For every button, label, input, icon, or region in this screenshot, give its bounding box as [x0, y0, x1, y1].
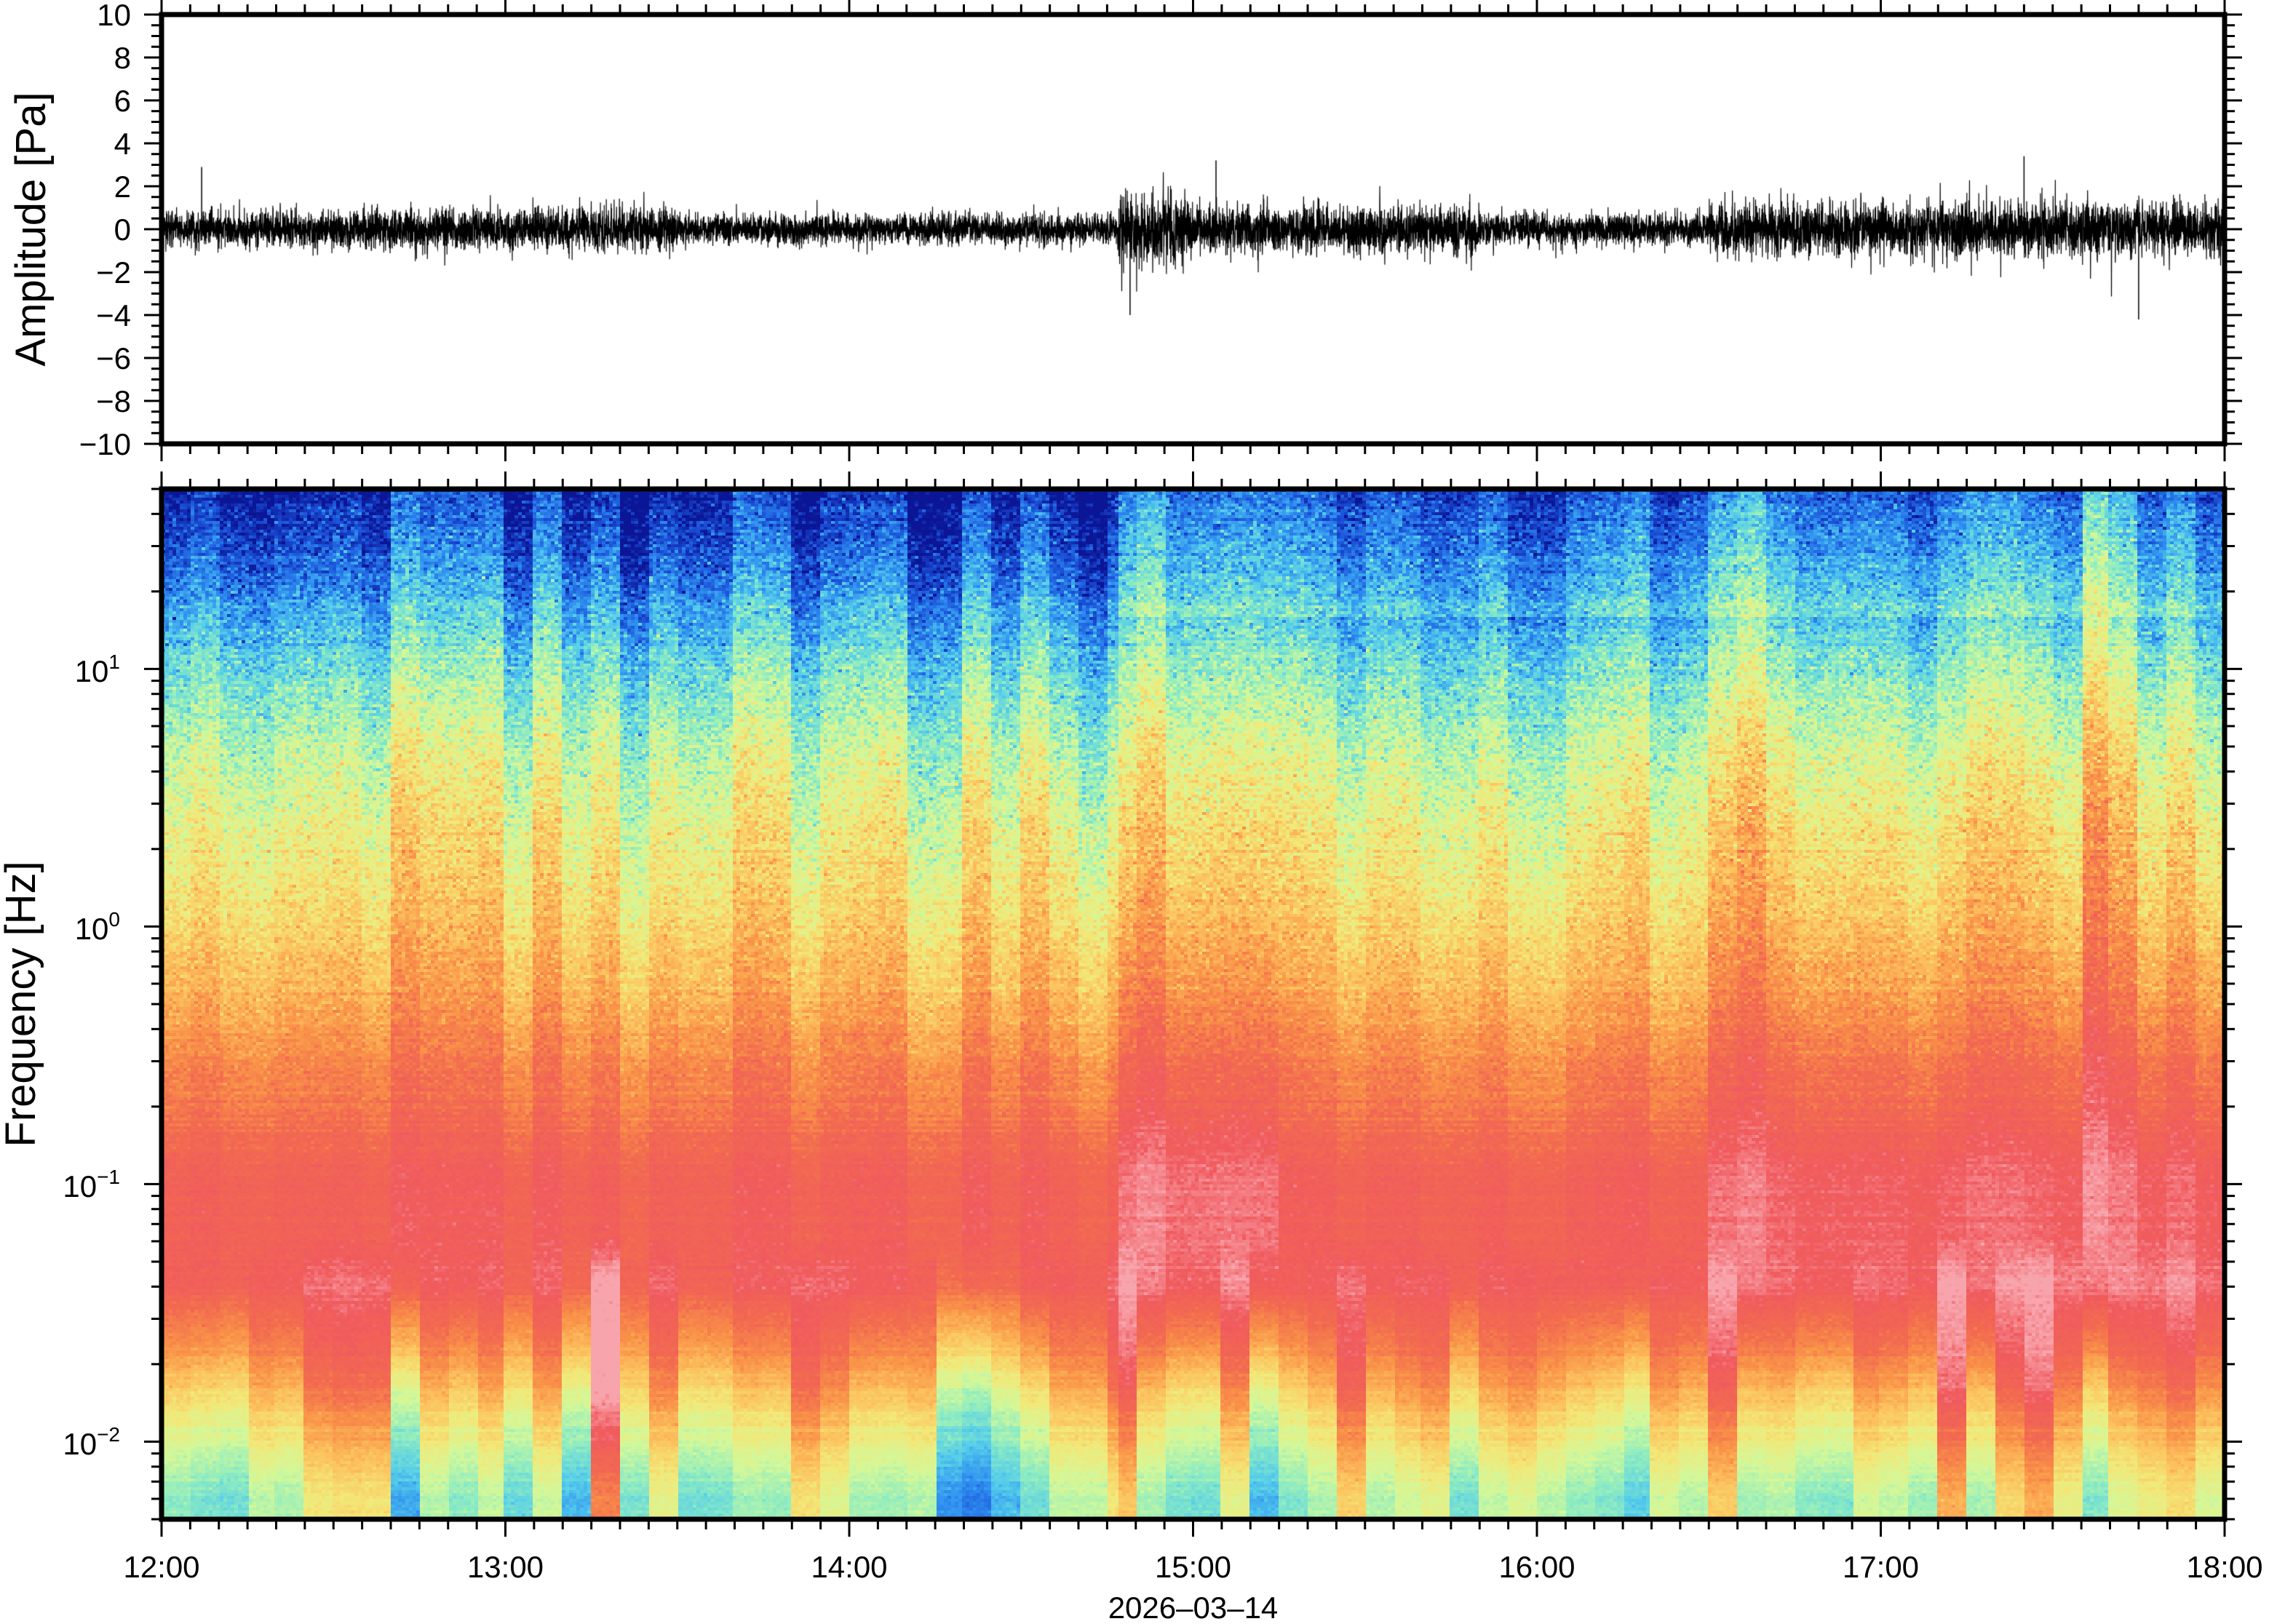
- waveform-frame: [159, 12, 2228, 447]
- y-tick-label: −6: [96, 341, 131, 375]
- amplitude-tick-labels: 10 8 6 4 2 0 −2 −4 −6 −8 −10: [79, 0, 131, 461]
- tick-base: 10: [75, 654, 109, 688]
- time-tick-labels: 12:00 13:00 14:00 15:00 16:00 17:00 18:0…: [123, 1550, 2262, 1584]
- tick-exponent: 0: [108, 908, 120, 931]
- amplitude-axis-title: Amplitude [Pa]: [7, 92, 55, 366]
- x-tick-label: 14:00: [811, 1550, 887, 1584]
- tick-exponent: 1: [108, 650, 120, 673]
- y-tick-label: 4: [114, 127, 131, 161]
- y-tick-label: 10: [97, 0, 131, 32]
- waveform-trace: [162, 15, 2225, 444]
- frequency-axis-title: Frequency [Hz]: [0, 861, 44, 1147]
- x-tick-label: 13:00: [467, 1550, 544, 1584]
- ticks: [144, 0, 2242, 1537]
- y-tick-label: −8: [96, 384, 131, 418]
- x-tick-label: 17:00: [1843, 1550, 1919, 1584]
- tick-exponent: −2: [97, 1423, 120, 1446]
- y-tick-label: −4: [96, 298, 131, 333]
- tick-base: 10: [63, 1427, 97, 1461]
- y-tick-label: −10: [79, 427, 131, 461]
- y-tick-label: 6: [114, 84, 131, 118]
- x-tick-label: 15:00: [1155, 1550, 1231, 1584]
- y-tick-label: 0: [114, 212, 131, 247]
- spectrogram-image: [162, 489, 2225, 1519]
- x-tick-label: 16:00: [1498, 1550, 1575, 1584]
- x-tick-label: 12:00: [123, 1550, 199, 1584]
- x-tick-label: 18:00: [2186, 1550, 2262, 1584]
- spectrogram-frame: [159, 486, 2228, 1522]
- tick-base: 10: [63, 1169, 97, 1203]
- y-tick-label: 10−2: [63, 1423, 120, 1461]
- y-tick-label: −2: [96, 255, 131, 290]
- y-tick-label: 101: [75, 650, 120, 688]
- y-tick-label: 8: [114, 41, 131, 75]
- tick-exponent: −1: [97, 1166, 120, 1188]
- y-tick-label: 2: [114, 170, 131, 204]
- y-tick-label: 100: [75, 908, 120, 946]
- frequency-tick-labels: 101 100 10−1 10−2: [63, 650, 120, 1461]
- y-tick-label: 10−1: [63, 1166, 120, 1203]
- date-label: 2026–03–14: [1108, 1591, 1279, 1624]
- tick-base: 10: [75, 912, 109, 946]
